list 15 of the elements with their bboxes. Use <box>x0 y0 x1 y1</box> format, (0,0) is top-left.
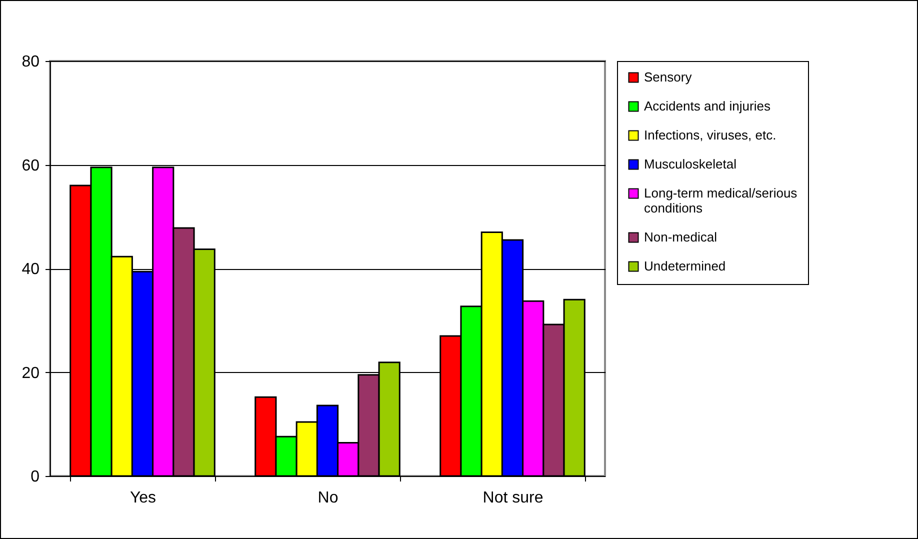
y-tick-label: 40 <box>22 261 40 278</box>
legend-label: Musculoskeletal <box>644 156 737 172</box>
x-tick-label: Yes <box>130 490 156 506</box>
y-tick-label: 20 <box>22 364 40 382</box>
legend-label: Sensory <box>644 70 692 84</box>
y-tick-label: 60 <box>22 157 40 174</box>
legend-label: Undetermined <box>644 258 726 274</box>
legend-label: Non-medical <box>644 230 718 244</box>
y-tick-label: 80 <box>22 54 40 70</box>
legend-label: Infections, viruses, etc. <box>644 128 776 142</box>
x-tick-label: Not sure <box>482 490 544 506</box>
legend-label: Accidents and injuries <box>644 98 771 114</box>
legend-label: Long-term medical/serious conditions <box>644 186 798 216</box>
x-tick-label: No <box>318 490 338 506</box>
y-tick-label: 0 <box>30 468 40 486</box>
